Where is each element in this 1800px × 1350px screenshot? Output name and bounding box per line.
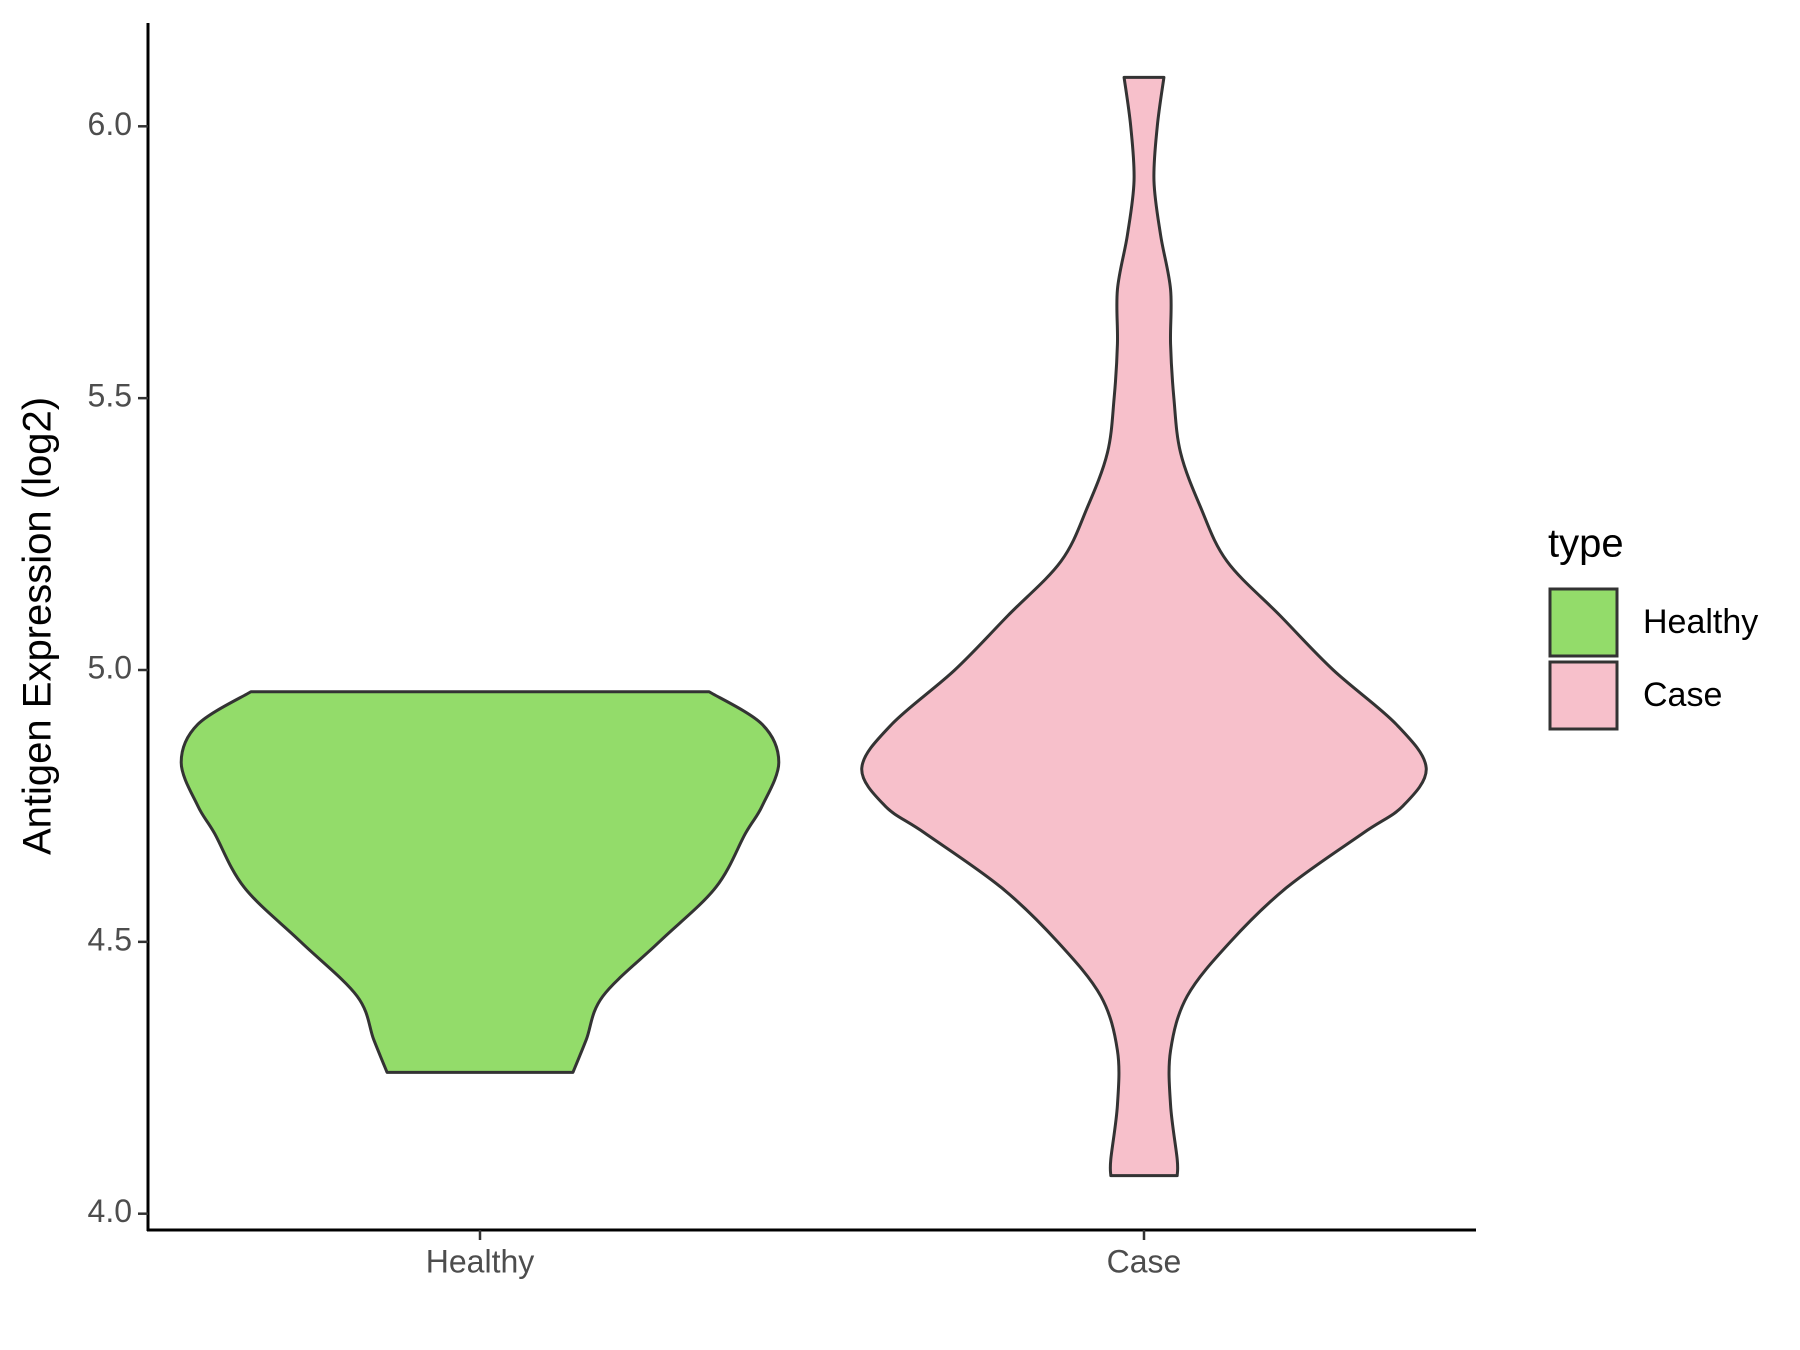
violin bbox=[179, 690, 781, 1074]
x-tick-label: Healthy bbox=[426, 1243, 535, 1279]
y-tick-label: 5.0 bbox=[88, 649, 132, 685]
y-tick-label: 4.5 bbox=[88, 921, 132, 957]
legend-key bbox=[1548, 587, 1619, 658]
legend-key bbox=[1548, 660, 1619, 731]
y-tick-label: 5.5 bbox=[88, 378, 132, 414]
y-axis-title: Antigen Expression (log2) bbox=[16, 397, 60, 855]
legend-label: Healthy bbox=[1643, 603, 1758, 641]
y-tick-label: 6.0 bbox=[88, 106, 132, 142]
violin bbox=[860, 75, 1428, 1178]
legend-title: type bbox=[1548, 522, 1624, 566]
legend-label: Case bbox=[1643, 676, 1722, 714]
x-tick-label: Case bbox=[1107, 1243, 1182, 1279]
y-tick-label: 4.0 bbox=[88, 1193, 132, 1229]
